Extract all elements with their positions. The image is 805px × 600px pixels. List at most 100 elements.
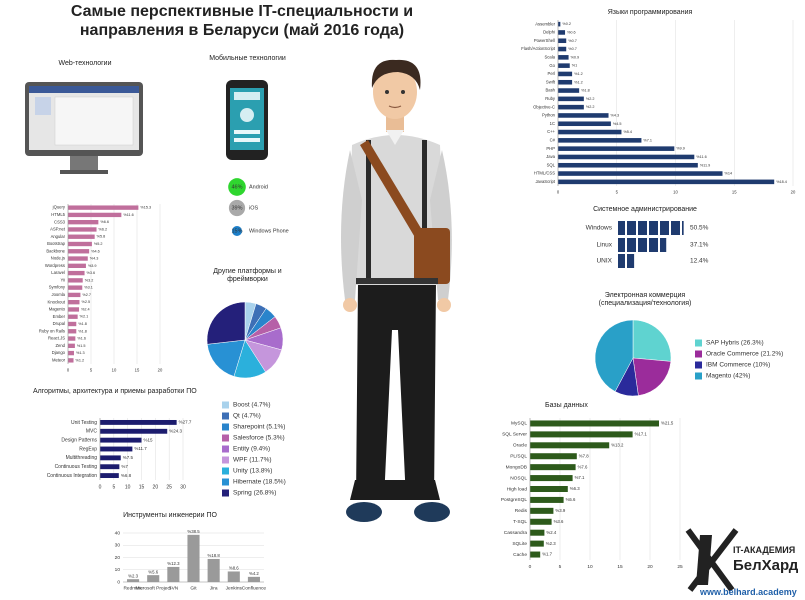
value-label: %4.6 bbox=[91, 249, 100, 253]
bar bbox=[68, 292, 81, 298]
pie-slice bbox=[632, 319, 672, 362]
x-tick-label: 15 bbox=[732, 189, 737, 194]
category-label: SQL bbox=[547, 162, 556, 167]
legend-label: Spring (26.8%) bbox=[233, 490, 276, 497]
value-label: %0.2 bbox=[562, 22, 571, 26]
category-label: Django bbox=[52, 350, 66, 355]
x-tick-label: 25 bbox=[677, 564, 683, 570]
category-label: React.JS bbox=[48, 336, 65, 341]
value-label: %2.7 bbox=[82, 293, 91, 297]
bar bbox=[100, 455, 121, 461]
bar bbox=[68, 350, 74, 356]
bar bbox=[100, 473, 119, 479]
legend-label: Sharepoint (5.1%) bbox=[233, 424, 285, 431]
value-label: %1.3 bbox=[76, 351, 85, 355]
value-label: %1.6 bbox=[77, 337, 86, 341]
legend-swatch bbox=[222, 445, 229, 453]
bar bbox=[247, 576, 260, 582]
category-label: 1C bbox=[550, 121, 555, 126]
category-label: Multithreading bbox=[66, 455, 98, 461]
bar bbox=[68, 270, 85, 276]
bar bbox=[558, 104, 584, 110]
category-label: T-SQL bbox=[513, 519, 527, 525]
bar bbox=[68, 285, 83, 290]
bar bbox=[530, 518, 552, 525]
legend-label: Unity (13.8%) bbox=[233, 468, 272, 475]
pie-slice bbox=[206, 301, 246, 345]
bar bbox=[530, 540, 544, 547]
value-label: %0.7 bbox=[568, 47, 577, 51]
y-tick-label: 10 bbox=[115, 567, 121, 573]
category-label: Cassandra bbox=[504, 530, 528, 536]
pie-slice bbox=[594, 319, 634, 392]
category-label: Laravel bbox=[51, 270, 65, 275]
value-label: %1.2 bbox=[574, 72, 583, 76]
category-label: NOSQL bbox=[510, 475, 527, 481]
value-label: 37.1% bbox=[690, 242, 709, 249]
bar bbox=[68, 358, 74, 363]
pictogram-bar bbox=[618, 254, 635, 268]
x-tick-label: 20 bbox=[791, 189, 796, 194]
bar bbox=[100, 437, 142, 443]
category-label: Confluence bbox=[242, 585, 267, 591]
value-label: %3.6 bbox=[87, 271, 96, 275]
value-label: %1.8 bbox=[581, 89, 590, 93]
bar bbox=[68, 256, 88, 261]
x-tick-label: 15 bbox=[135, 367, 140, 372]
value-label: %7.6 bbox=[578, 464, 588, 469]
value-label: %27.7 bbox=[179, 420, 192, 425]
category-label: Bash bbox=[545, 88, 555, 93]
x-tick-label: 10 bbox=[112, 367, 117, 372]
value-label: %14 bbox=[725, 172, 733, 176]
category-label: Ember bbox=[53, 314, 66, 319]
value-label: %3.9 bbox=[555, 508, 565, 513]
category-label: MongoDB bbox=[506, 464, 527, 470]
legend-swatch bbox=[222, 489, 229, 497]
value-label: %11.9 bbox=[700, 163, 710, 167]
bar bbox=[558, 30, 566, 35]
value-label: %38.5 bbox=[187, 529, 200, 534]
category-label: Jenkins bbox=[226, 585, 243, 591]
value-label: %7.8 bbox=[579, 453, 589, 458]
value-label: %11.6 bbox=[696, 155, 706, 159]
bar bbox=[530, 507, 554, 514]
value-label: %5.8 bbox=[97, 235, 106, 239]
category-label: Cache bbox=[513, 552, 527, 558]
value-label: 50.5% bbox=[690, 225, 709, 232]
category-label: Joomla bbox=[52, 292, 66, 297]
logo-mark bbox=[685, 528, 739, 592]
category-label: SQLite bbox=[512, 541, 527, 547]
category-label: SVN bbox=[168, 585, 178, 591]
category-label: Objective-C bbox=[533, 104, 555, 109]
bar bbox=[558, 171, 723, 176]
value-label: %1.8 bbox=[78, 322, 87, 326]
category-label: Meteor bbox=[52, 357, 66, 362]
category-label: JavaScript bbox=[535, 179, 555, 184]
category-label: Ruby bbox=[545, 96, 556, 101]
bar bbox=[558, 63, 570, 68]
x-tick-label: 5 bbox=[90, 367, 93, 372]
bar bbox=[558, 79, 573, 85]
bar bbox=[558, 88, 580, 93]
legend-label: WPF (11.7%) bbox=[233, 457, 272, 464]
bar bbox=[68, 263, 86, 268]
value-label: %6.8 bbox=[121, 473, 132, 478]
category-label: UNIX bbox=[596, 258, 612, 265]
value-label: %6.2 bbox=[99, 227, 108, 231]
bar bbox=[68, 336, 76, 341]
legend-swatch bbox=[695, 350, 702, 358]
bar bbox=[207, 558, 220, 582]
value-label: %4.3 bbox=[90, 257, 99, 261]
category-label: Wordpress bbox=[45, 263, 65, 268]
x-tick-label: 20 bbox=[153, 484, 159, 490]
value-label: %5.4 bbox=[623, 130, 632, 134]
value-label: %5.6 bbox=[566, 497, 576, 502]
bar bbox=[558, 121, 611, 127]
value-label: 15% bbox=[231, 228, 242, 234]
category-label: Ruby on Rails bbox=[39, 328, 65, 333]
legend-label: Entity (9.4%) bbox=[233, 446, 270, 453]
bar bbox=[68, 220, 99, 225]
bar bbox=[558, 138, 642, 143]
bar bbox=[530, 496, 564, 503]
value-label: %1 bbox=[572, 64, 577, 68]
